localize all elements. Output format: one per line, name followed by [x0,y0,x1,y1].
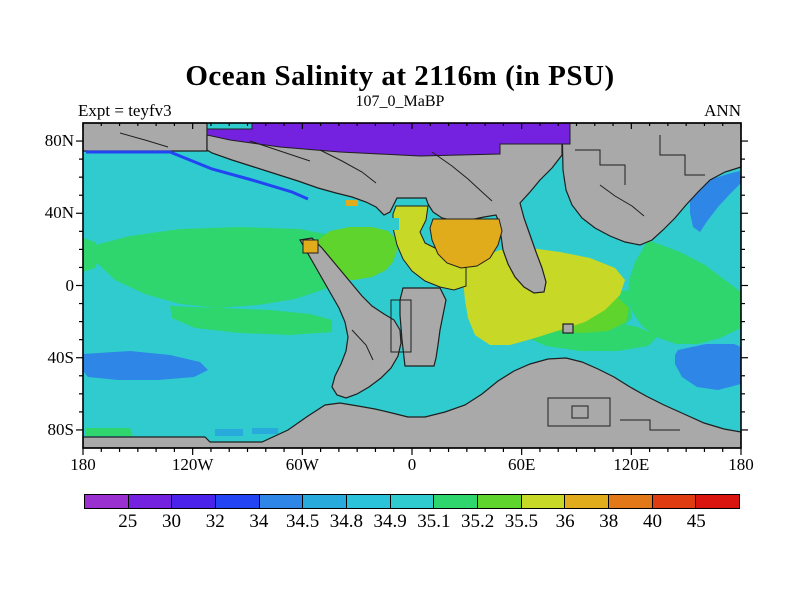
colorbar-boundary-label: 34 [249,511,269,532]
colorbar-boundary-label: 34.9 [373,511,407,532]
season-label: ANN [704,101,741,120]
region-channel-cyan-tip [387,218,399,230]
region-south-pacific-lens [83,351,208,380]
colorbar-boundary-label: 32 [205,511,225,532]
region-north-america-coastal-strip [86,150,309,201]
region-indian-ocean-lens [675,344,741,390]
colorbar-segment [85,495,129,508]
colorbar-boundary-label: 35.2 [460,511,495,532]
colorbar-segment [434,495,479,508]
colorbar-segment [172,495,217,508]
colorbar-boundary-label: 45 [686,511,706,532]
landmass-laurasia [206,134,563,294]
colorbar-segment [652,495,697,508]
x-tick-label: 0 [407,455,417,474]
region-central-tethys [429,218,503,269]
colorbar-segment [216,495,260,508]
landmass-arctic-west [82,122,208,152]
y-tick-label: 40N [44,203,74,223]
page-title: Ocean Salinity at 2116m (in PSU) [185,60,615,92]
colorbar-boundary-label: 35.1 [417,511,451,532]
colorbar-boundary-label: 36 [555,511,575,532]
region-east-pacific-equator [83,238,100,272]
region-antarctic-coast-green [85,428,133,436]
colorbar-segment [478,495,522,508]
x-tick-label: 180 [728,455,754,474]
region-antarctic-coast-blue2 [252,428,278,434]
landmass-small-island [562,323,574,334]
colorbar-segment [565,495,610,508]
x-tick-label: 60E [507,455,536,474]
x-tick-label: 60W [285,455,319,474]
region-arctic-ocean-band [206,122,571,157]
x-tick-label: 120W [171,455,214,474]
colorbar [84,494,740,509]
colorbar-boundary-label: 40 [643,511,663,532]
map-frame [82,122,742,449]
colorbar-segment [521,495,566,508]
region-central-pacific-gyre [95,227,368,308]
landmass-east-asia [561,122,742,246]
x-tick-label: 120E [613,455,650,474]
colorbar-boundary-label: 34.5 [286,511,320,532]
colorbar-boundary-label: 34.8 [329,511,364,532]
x-tick-label: 180 [70,455,96,474]
colorbar-segment [303,495,348,508]
region-western-interior-spot [302,239,319,254]
y-tick-label: 80N [44,131,74,151]
region-equatorial-west-pacific [170,306,332,335]
region-antarctic-coast-blue1 [215,429,243,436]
region-channel-top-spot [346,200,358,206]
colorbar-boundary-label: 38 [599,511,619,532]
colorbar-segment [259,495,304,508]
y-tick-label: 0 [65,275,75,295]
colorbar-segment [390,495,435,508]
plot-subtitle: 107_0_MaBP [355,93,445,110]
colorbar-boundary-label: 25 [118,511,138,532]
colorbar-boundary-label: 35.5 [504,511,538,532]
colorbar-segment [347,495,391,508]
region-northwest-pacific-green [628,240,741,344]
y-tick-label: 80S [47,419,74,439]
colorbar-segment [128,495,173,508]
coastline-detail-lines [119,132,705,431]
landmass-south-america [299,237,402,399]
colorbar-segment [609,495,653,508]
y-tick-label: 40S [47,347,74,367]
colorbar-boundary-label: 30 [161,511,181,532]
region-eastern-tethys-band [463,248,625,345]
experiment-label: Expt = teyfv3 [78,101,172,120]
colorbar-segment [696,495,740,508]
region-north-atlantic-channel [392,205,467,291]
